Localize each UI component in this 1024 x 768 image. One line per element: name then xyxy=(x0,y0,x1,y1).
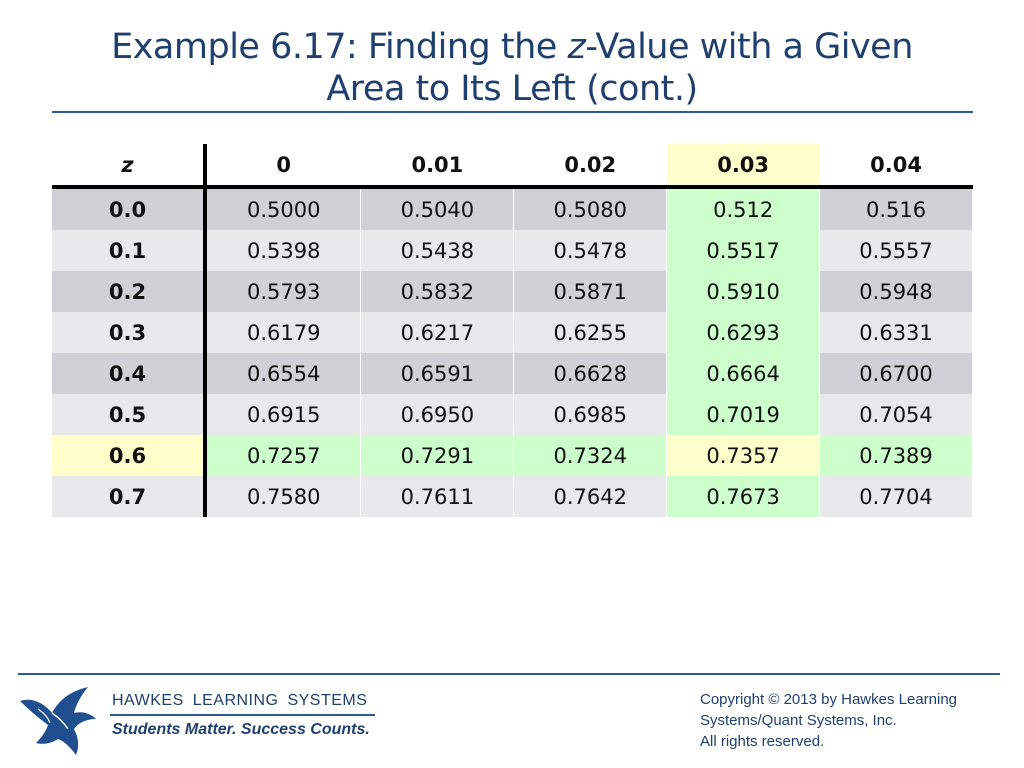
copyright-line: Systems/Quant Systems, Inc. xyxy=(700,712,897,729)
table-cell: 0.7673 xyxy=(666,476,821,517)
title-suffix: -Value with a Given xyxy=(585,27,913,67)
table-cell: 0.5793 xyxy=(205,271,362,312)
table-cell: 0.7642 xyxy=(513,476,668,517)
table-cell: 0.6915 xyxy=(205,394,362,435)
table-row: 0.3 0.6179 0.6217 0.6255 0.6293 0.6331 xyxy=(52,312,973,353)
z-table: z 0 0.01 0.02 0.03 0.04 0.0 0.5000 0.5040 0.508… xyxy=(52,144,973,517)
table-cell: 0.5910 xyxy=(666,271,821,312)
table-cell: 0.6293 xyxy=(666,312,821,353)
table-cell: 0.5040 xyxy=(360,187,515,230)
table-cell: 0.5871 xyxy=(513,271,668,312)
table-row: 0.2 0.5793 0.5832 0.5871 0.5910 0.5948 xyxy=(52,271,973,312)
table-cell: 0.5517 xyxy=(666,230,821,271)
title-italic-z: z xyxy=(567,27,586,67)
footer-divider xyxy=(18,673,1000,675)
table-cell: 0.7019 xyxy=(666,394,821,435)
table-cell: 0.5948 xyxy=(819,271,973,312)
table-cell: 0.6985 xyxy=(513,394,668,435)
copyright-line: Copyright © 2013 by Hawkes Learning xyxy=(700,691,958,708)
row-header: 0.4 xyxy=(52,353,207,394)
slide-title-line1: Example 6.17: Finding the z-Value with a… xyxy=(40,26,984,68)
table-cell: 0.5398 xyxy=(205,230,362,271)
table-cell: 0.6700 xyxy=(819,353,973,394)
table-cell: 0.6950 xyxy=(360,394,515,435)
table-cell: 0.5080 xyxy=(513,187,668,230)
title-divider xyxy=(52,111,973,113)
table-cell: 0.6255 xyxy=(513,312,668,353)
row-header: 0.7 xyxy=(52,476,207,517)
row-header: 0.2 xyxy=(52,271,207,312)
table-cell: 0.7704 xyxy=(819,476,973,517)
table-row: 0.7 0.7580 0.7611 0.7642 0.7673 0.7704 xyxy=(52,476,973,517)
brand-name: HAWKES LEARNING SYSTEMS xyxy=(112,692,368,709)
table-cell: 0.512 xyxy=(666,187,821,230)
table-cell: 0.7580 xyxy=(205,476,362,517)
table-cell: 0.7357 xyxy=(666,435,821,476)
table-cell: 0.7257 xyxy=(205,435,362,476)
copyright-line: All rights reserved. xyxy=(700,733,825,750)
table-row: 0.6 0.7257 0.7291 0.7324 0.7357 0.7389 xyxy=(52,435,973,476)
table-cell: 0.5478 xyxy=(513,230,668,271)
table-row: 0.5 0.6915 0.6950 0.6985 0.7019 0.7054 xyxy=(52,394,973,435)
table-cell: 0.6664 xyxy=(666,353,821,394)
title-prefix: Example 6.17: Finding the xyxy=(111,27,568,67)
slide-title: Example 6.17: Finding the z-Value with a… xyxy=(40,26,984,110)
z-table-body: 0.0 0.5000 0.5040 0.5080 0.512 0.516 0.1 0.5398… xyxy=(52,187,973,517)
table-cell: 0.5832 xyxy=(360,271,515,312)
column-header: 0.02 xyxy=(513,144,668,187)
z-column-header: z xyxy=(52,144,207,187)
row-header: 0.1 xyxy=(52,230,207,271)
table-cell: 0.5557 xyxy=(819,230,973,271)
column-header: 0.01 xyxy=(360,144,515,187)
table-cell: 0.7291 xyxy=(360,435,515,476)
column-header: 0 xyxy=(205,144,362,187)
table-cell: 0.6331 xyxy=(819,312,973,353)
table-row: 0.1 0.5398 0.5438 0.5478 0.5517 0.5557 xyxy=(52,230,973,271)
row-header: 0.0 xyxy=(52,187,207,230)
row-header: 0.5 xyxy=(52,394,207,435)
brand-divider xyxy=(110,714,375,716)
table-cell: 0.6591 xyxy=(360,353,515,394)
table-cell: 0.5000 xyxy=(205,187,362,230)
table-cell: 0.516 xyxy=(819,187,973,230)
z-table-header-row: z 0 0.01 0.02 0.03 0.04 xyxy=(52,144,973,187)
row-header: 0.3 xyxy=(52,312,207,353)
table-row: 0.0 0.5000 0.5040 0.5080 0.512 0.516 xyxy=(52,187,973,230)
table-cell: 0.7054 xyxy=(819,394,973,435)
brand-tagline: Students Matter. Success Counts. xyxy=(112,721,370,738)
column-header: 0.04 xyxy=(819,144,973,187)
row-header: 0.6 xyxy=(52,435,207,476)
table-cell: 0.6179 xyxy=(205,312,362,353)
table-row: 0.4 0.6554 0.6591 0.6628 0.6664 0.6700 xyxy=(52,353,973,394)
copyright-notice: Copyright © 2013 by Hawkes Learning Syst… xyxy=(700,689,1010,752)
eagle-icon xyxy=(20,687,96,755)
table-cell: 0.7324 xyxy=(513,435,668,476)
table-cell: 0.5438 xyxy=(360,230,515,271)
table-cell: 0.7389 xyxy=(819,435,973,476)
table-cell: 0.6217 xyxy=(360,312,515,353)
column-header: 0.03 xyxy=(666,144,821,187)
table-cell: 0.6628 xyxy=(513,353,668,394)
slide-title-line2: Area to Its Left (cont.) xyxy=(326,69,698,109)
table-cell: 0.6554 xyxy=(205,353,362,394)
table-cell: 0.7611 xyxy=(360,476,515,517)
